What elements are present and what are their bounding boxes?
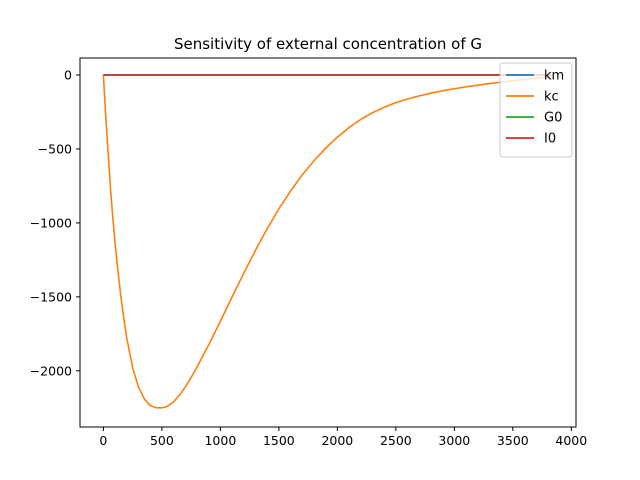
y-tick-label: 0	[64, 68, 72, 83]
legend: km kc G0 I0	[499, 62, 573, 158]
series-line-kc	[102, 74, 552, 409]
x-axis: 0 500 1000 1500 2000 2500 3000 3500 4000	[99, 427, 587, 448]
x-tick-label: 3000	[438, 433, 470, 448]
y-axis: 0 −500 −1000 −1500 −2000	[30, 68, 80, 378]
x-tick-label: 4000	[555, 433, 587, 448]
series-layer	[102, 74, 552, 409]
y-tick-label: −1500	[30, 289, 72, 304]
y-tick-label: −2000	[30, 363, 72, 378]
x-tick-label: 3500	[497, 433, 529, 448]
x-tick-label: 1500	[263, 433, 295, 448]
legend-label-km: km	[544, 69, 564, 84]
x-tick-label: 1000	[204, 433, 236, 448]
chart-title: Sensitivity of external concentration of…	[174, 35, 482, 53]
y-tick-label: −500	[38, 141, 72, 156]
x-tick-label: 2000	[321, 433, 353, 448]
legend-label-g0: G0	[544, 111, 562, 126]
legend-label-kc: kc	[544, 90, 559, 105]
legend-label-i0: I0	[544, 132, 556, 147]
x-tick-label: 500	[150, 433, 174, 448]
legend-box	[499, 62, 573, 158]
y-tick-label: −1000	[30, 215, 72, 230]
x-tick-label: 2500	[380, 433, 412, 448]
x-tick-label: 0	[99, 433, 107, 448]
axes-frame	[79, 57, 577, 428]
plot-area: 0 500 1000 1500 2000 2500 3000 3500 4000 0 −500 −1…	[30, 57, 587, 448]
